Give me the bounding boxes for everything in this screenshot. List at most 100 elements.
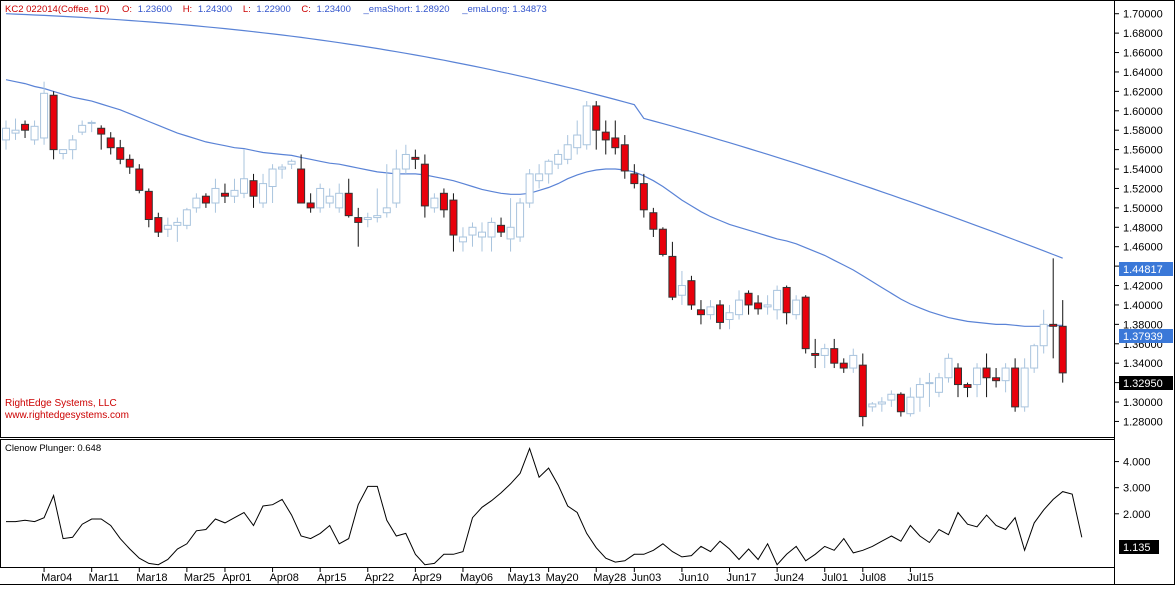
candle <box>478 222 486 252</box>
candle <box>220 183 229 204</box>
candle <box>934 372 943 398</box>
candle-body <box>287 160 296 165</box>
price-tick-label: 1.42000 <box>1123 281 1163 293</box>
candle <box>49 91 58 160</box>
candle <box>173 217 182 242</box>
indicator-y-axis: 2.000 3.000 4.000 <box>1114 457 1151 521</box>
candle-body <box>40 92 49 139</box>
candle <box>735 290 744 320</box>
candle-body <box>430 197 439 209</box>
candle <box>144 188 153 228</box>
candle-body <box>963 384 972 388</box>
candle <box>287 159 296 170</box>
candle-body <box>954 367 962 386</box>
time-tick-label: Mar25 <box>184 572 215 584</box>
candle <box>382 164 391 218</box>
candle-body <box>59 149 68 155</box>
header-low-value: 1.22900 <box>256 4 290 15</box>
candle-body <box>154 217 163 233</box>
candle <box>887 390 896 407</box>
candle <box>201 193 210 208</box>
candle <box>554 149 563 170</box>
candle <box>677 270 686 305</box>
time-tick-label: Apr29 <box>412 572 441 584</box>
candle <box>963 382 972 398</box>
candle <box>744 290 753 315</box>
candle <box>401 144 410 174</box>
candle <box>915 377 924 412</box>
time-tick-label: Mar04 <box>41 572 72 584</box>
candle-body <box>240 178 248 194</box>
candle <box>363 212 372 228</box>
candle <box>306 193 315 213</box>
candle <box>87 120 96 133</box>
candle-body <box>1030 345 1039 369</box>
header-high-label: H: <box>183 4 193 15</box>
candle-body <box>544 160 553 175</box>
candle <box>573 120 582 155</box>
time-tick-label: Apr01 <box>222 572 251 584</box>
candle <box>354 207 363 247</box>
candle-body <box>211 187 220 204</box>
indicator-title: Clenow Plunger: 0.648 <box>5 443 101 454</box>
ema-long-badge-value: 1.44817 <box>1123 264 1163 276</box>
candle-body <box>649 212 658 230</box>
candle <box>59 149 68 160</box>
indicator-last-badge-value: 1.135 <box>1123 542 1151 554</box>
time-tick-label: May06 <box>460 572 493 584</box>
candle <box>839 358 848 373</box>
ema-long-line <box>5 13 1063 259</box>
candle-body <box>392 168 401 204</box>
candle-body <box>382 207 391 214</box>
candle <box>297 154 306 204</box>
price-tick-label: 1.28000 <box>1123 416 1163 428</box>
indicator-tick-label: 3.000 <box>1123 483 1151 495</box>
candle <box>21 120 30 138</box>
candle <box>487 217 496 252</box>
candle <box>716 300 724 330</box>
candle <box>40 81 49 145</box>
candle <box>973 363 982 398</box>
candle-body <box>344 192 353 217</box>
header-ema-long: _emaLong: 1.34873 <box>461 4 547 15</box>
candle-body <box>887 393 896 401</box>
candle-body <box>49 94 58 151</box>
header-ema-short: _emaShort: 1.28920 <box>363 4 450 15</box>
candle-body <box>811 352 820 356</box>
time-tick-label: Apr22 <box>365 572 394 584</box>
candle-body <box>182 209 191 226</box>
ema-short-badge-value: 1.37939 <box>1123 331 1163 343</box>
candle-body <box>706 306 715 316</box>
ema-long-badge: 1.44817 <box>1119 262 1173 276</box>
candle <box>525 169 534 208</box>
candle <box>639 173 648 218</box>
candle-body <box>915 384 924 398</box>
indicator-last-badge: 1.135 <box>1119 540 1159 554</box>
candle <box>782 285 791 325</box>
header-close-label: C: <box>301 4 311 15</box>
candle <box>906 387 915 417</box>
header-open-value: 1.23600 <box>138 4 172 15</box>
candle <box>163 217 172 237</box>
price-tick-label: 1.66000 <box>1123 48 1163 60</box>
candle-body <box>868 403 877 408</box>
candle <box>1020 358 1029 412</box>
candle <box>458 227 467 252</box>
candle <box>230 178 239 204</box>
candle <box>468 222 477 247</box>
candle-body <box>201 195 210 204</box>
candlestick-series <box>2 81 1067 427</box>
candle-body <box>163 224 172 230</box>
ema-short-line <box>5 79 1063 327</box>
price-tick-label: 1.40000 <box>1123 300 1163 312</box>
candle-body <box>696 309 705 316</box>
price-tick-label: 1.56000 <box>1123 145 1163 157</box>
candle-body <box>1058 325 1067 374</box>
candle-body <box>1039 323 1048 347</box>
candle <box>925 372 934 407</box>
candle-body <box>278 166 287 170</box>
candle-body <box>973 367 982 386</box>
candle <box>544 159 553 184</box>
price-tick-label: 1.50000 <box>1123 203 1163 215</box>
